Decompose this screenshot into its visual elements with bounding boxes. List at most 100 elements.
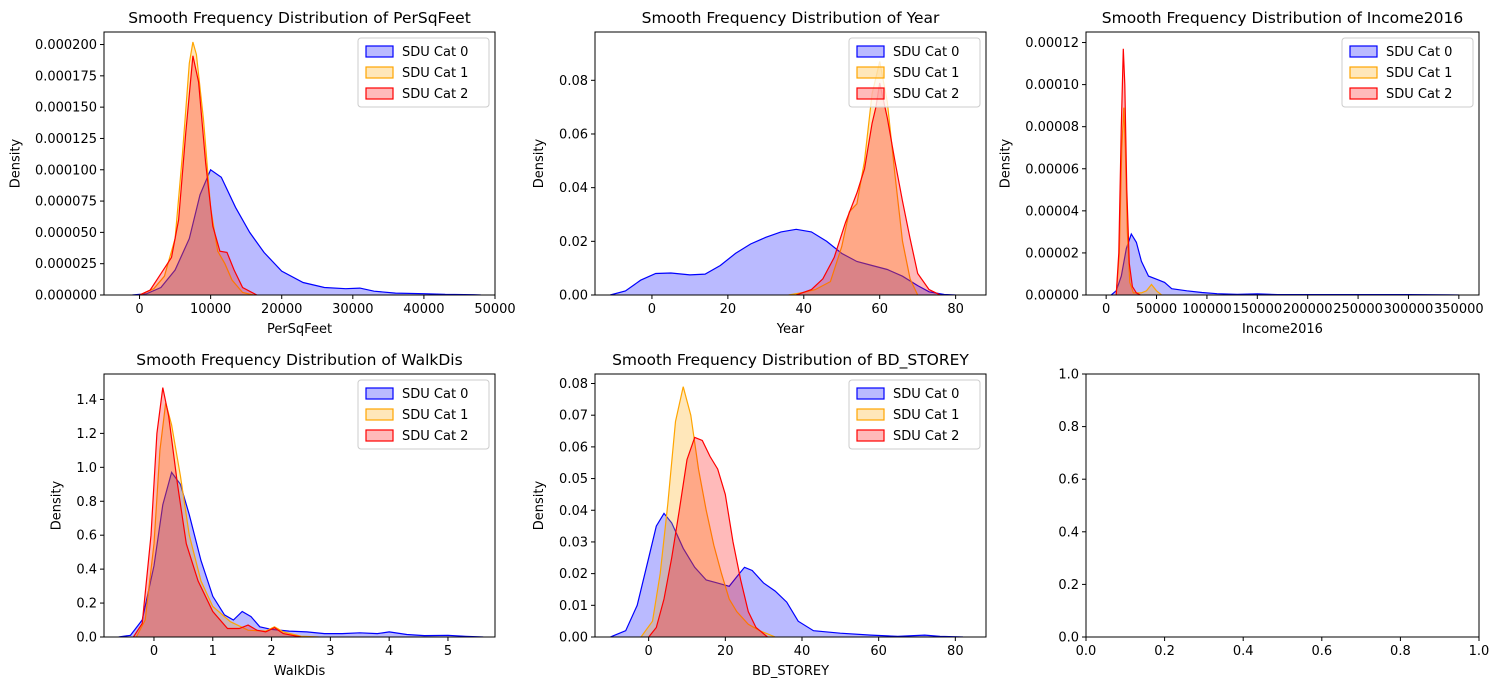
legend-swatch-cat2	[856, 429, 885, 442]
legend: SDU Cat 0 SDU Cat 1 SDU Cat 2	[848, 37, 981, 108]
x-tick-label: 20000	[261, 302, 302, 317]
x-axis-label: BD_STOREY	[752, 664, 829, 679]
legend-label-cat0: SDU Cat 0	[893, 45, 959, 60]
series-area-cat2	[139, 55, 257, 295]
x-tick-label: 1.0	[1469, 644, 1490, 659]
y-tick-label: 0.000125	[35, 132, 97, 147]
legend-label-cat1: SDU Cat 1	[893, 408, 959, 423]
y-tick-label: 0.04	[559, 181, 588, 196]
x-tick-label: 40	[796, 302, 813, 317]
y-tick-label: 0.8	[1058, 420, 1079, 435]
chart-title: Smooth Frequency Distribution of Year	[642, 9, 940, 27]
series-line-cat1	[788, 61, 919, 295]
series-area-cat0	[610, 513, 963, 637]
x-axis-label: WalkDis	[274, 664, 326, 679]
chart-panel-4: 0 1 2 3 4 5 0.0 0.2 0.4 0.6 0.8 1.0 1.2 1.4 Smooth Fre…	[49, 351, 496, 679]
y-tick-label: 0.07	[559, 409, 588, 424]
y-tick-label: 0.000100	[35, 163, 97, 178]
legend-swatch-cat2	[365, 429, 394, 442]
legend-box	[1341, 37, 1474, 108]
axes-frame	[594, 31, 987, 296]
x-tick-label: 30000	[332, 302, 373, 317]
legend-label-cat1: SDU Cat 1	[402, 66, 468, 81]
x-tick-label: 3	[326, 644, 334, 659]
x-tick-label: 50000	[474, 302, 515, 317]
y-tick-label: 0.000200	[35, 38, 97, 53]
legend-swatch-cat1	[856, 408, 885, 421]
legend-box	[848, 37, 981, 108]
y-tick-label: 0.000050	[35, 226, 97, 241]
legend-label-cat1: SDU Cat 1	[893, 66, 959, 81]
legend-label-cat2: SDU Cat 2	[402, 429, 468, 444]
axes-frame	[103, 373, 496, 638]
series-area-cat2	[796, 83, 941, 295]
axes-frame	[103, 31, 496, 296]
x-tick-label: 60	[870, 644, 887, 659]
x-tick-label: 0	[648, 302, 656, 317]
series-line-cat2	[1115, 48, 1141, 295]
y-tick-label: 0.00010	[1025, 78, 1079, 93]
legend: SDU Cat 0 SDU Cat 1 SDU Cat 2	[1341, 37, 1474, 108]
y-axis-label: Density	[49, 480, 64, 530]
y-tick-label: 0.00	[559, 631, 588, 646]
y-tick-label: 0.2	[1058, 578, 1079, 593]
legend-swatch-cat2	[856, 87, 885, 100]
x-tick-label: 1	[209, 644, 217, 659]
plot-area	[1086, 374, 1479, 637]
series-line-cat1	[640, 386, 776, 637]
series-line-cat2	[132, 387, 302, 637]
legend-swatch-cat2	[365, 87, 394, 100]
y-axis-label: Density	[532, 480, 547, 530]
x-tick-label: 60	[871, 302, 888, 317]
x-tick-label: 5	[444, 644, 452, 659]
chart-panel-2: 0 20 40 60 80 0.00 0.02 0.04 0.06 0.08 Smooth Freq…	[532, 9, 987, 337]
x-axis-label: PerSqFeet	[267, 322, 332, 337]
x-tick-label: 80	[947, 302, 964, 317]
legend-label-cat0: SDU Cat 0	[1386, 45, 1452, 60]
series-line-cat0	[610, 228, 956, 295]
legend: SDU Cat 0 SDU Cat 1 SDU Cat 2	[357, 37, 490, 108]
x-tick-label: 200000	[1283, 302, 1333, 317]
y-tick-label: 0.08	[559, 74, 588, 89]
y-tick-label: 1.2	[76, 427, 97, 442]
axes-frame	[594, 373, 987, 638]
x-tick-label: 10000	[190, 302, 231, 317]
x-tick-label: 4	[385, 644, 393, 659]
legend: SDU Cat 0 SDU Cat 1 SDU Cat 2	[848, 379, 981, 450]
y-tick-label: 0.06	[559, 440, 588, 455]
legend-swatch-cat0	[1349, 45, 1378, 58]
chart-title: Smooth Frequency Distribution of PerSqFe…	[128, 9, 471, 27]
x-tick-label: 150000	[1232, 302, 1282, 317]
x-tick-label: 2	[267, 644, 275, 659]
chart-panel-1: 0 10000 20000 30000 40000 50000 0.000000 0.0000…	[8, 9, 515, 337]
y-tick-label: 0.000025	[35, 257, 97, 272]
legend-swatch-cat2	[1349, 87, 1378, 100]
series-group	[610, 61, 956, 295]
legend-label-cat2: SDU Cat 2	[893, 87, 959, 102]
legend-label-cat0: SDU Cat 0	[402, 45, 468, 60]
y-tick-label: 0.000075	[35, 195, 97, 210]
y-tick-label: 0.04	[559, 504, 588, 519]
x-axis-label: Year	[776, 322, 805, 337]
chart-panel-6: 0.0 0.2 0.4 0.6 0.8 1.0 0.0 0.2 0.4 0.6 0.8 1.0	[1058, 368, 1489, 660]
y-tick-label: 0.06	[559, 127, 588, 142]
series-line-cat1	[1115, 107, 1162, 295]
x-tick-label: 0	[645, 644, 653, 659]
series-area-cat2	[133, 387, 301, 637]
x-tick-label: 300000	[1384, 302, 1434, 317]
chart-panel-5: 0 20 40 60 80 0.00 0.01 0.02 0.03 0.04 0.05 0.06 0.0…	[532, 351, 987, 679]
chart-title: Smooth Frequency Distribution of BD_STOR…	[612, 351, 969, 370]
x-tick-label: 250000	[1333, 302, 1383, 317]
y-tick-label: 0.02	[559, 235, 588, 250]
x-tick-label: 50000	[1136, 302, 1177, 317]
y-tick-label: 0.00	[559, 289, 588, 304]
series-area-cat1	[139, 42, 254, 295]
x-tick-label: 20	[717, 644, 734, 659]
y-tick-label: 0.00002	[1025, 246, 1079, 261]
legend-swatch-cat1	[365, 66, 394, 79]
y-tick-label: 0.6	[76, 529, 97, 544]
legend: SDU Cat 0 SDU Cat 1 SDU Cat 2	[357, 379, 490, 450]
y-tick-label: 0.4	[76, 563, 97, 578]
y-tick-label: 0.000175	[35, 69, 97, 84]
